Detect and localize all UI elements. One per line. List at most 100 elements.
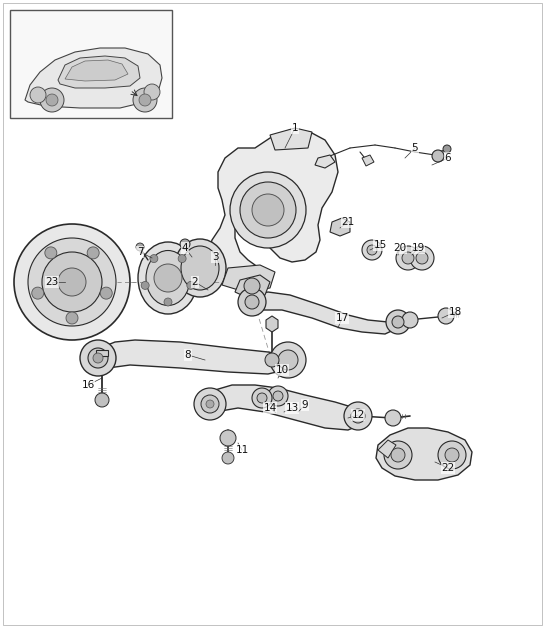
Text: 18: 18 — [449, 307, 462, 317]
Circle shape — [392, 316, 404, 328]
Circle shape — [240, 182, 296, 238]
Circle shape — [178, 254, 186, 263]
Polygon shape — [266, 316, 278, 332]
Polygon shape — [378, 440, 396, 458]
Polygon shape — [25, 48, 162, 108]
Circle shape — [93, 353, 103, 363]
Text: 4: 4 — [181, 243, 189, 253]
Text: 20: 20 — [393, 243, 407, 253]
Polygon shape — [376, 428, 472, 480]
Circle shape — [88, 348, 108, 368]
Circle shape — [28, 238, 116, 326]
Text: 10: 10 — [275, 365, 288, 375]
Polygon shape — [222, 265, 275, 292]
Circle shape — [391, 448, 405, 462]
Text: 9: 9 — [302, 400, 308, 410]
Polygon shape — [315, 155, 335, 168]
Circle shape — [40, 88, 64, 112]
Circle shape — [238, 288, 266, 316]
Text: 12: 12 — [352, 410, 365, 420]
Circle shape — [30, 87, 46, 103]
Circle shape — [385, 410, 401, 426]
Circle shape — [270, 342, 306, 378]
Circle shape — [438, 441, 466, 469]
Text: 2: 2 — [192, 277, 198, 287]
Text: 19: 19 — [411, 243, 425, 253]
Text: 8: 8 — [185, 350, 191, 360]
Circle shape — [139, 94, 151, 106]
Polygon shape — [208, 130, 338, 285]
Circle shape — [164, 298, 172, 306]
Circle shape — [362, 240, 382, 260]
Circle shape — [265, 353, 279, 367]
Text: 15: 15 — [373, 240, 386, 250]
Circle shape — [273, 391, 283, 401]
Circle shape — [144, 84, 160, 100]
Ellipse shape — [146, 251, 190, 305]
Circle shape — [154, 264, 182, 292]
Circle shape — [206, 400, 214, 408]
Circle shape — [268, 386, 288, 406]
Text: 7: 7 — [137, 247, 143, 257]
Circle shape — [386, 310, 410, 334]
Circle shape — [402, 252, 414, 264]
Circle shape — [396, 246, 420, 270]
Circle shape — [141, 281, 149, 290]
Circle shape — [180, 239, 190, 249]
Polygon shape — [330, 218, 350, 236]
Circle shape — [410, 246, 434, 270]
Circle shape — [136, 243, 144, 251]
Circle shape — [133, 88, 157, 112]
Circle shape — [416, 252, 428, 264]
Circle shape — [351, 409, 365, 423]
Ellipse shape — [174, 239, 226, 297]
Text: 14: 14 — [263, 403, 277, 413]
Circle shape — [367, 245, 377, 255]
Ellipse shape — [138, 242, 198, 314]
Circle shape — [194, 388, 226, 420]
Circle shape — [66, 312, 78, 324]
Circle shape — [438, 308, 454, 324]
Circle shape — [42, 252, 102, 312]
Circle shape — [46, 94, 58, 106]
Circle shape — [100, 287, 112, 299]
Text: 11: 11 — [235, 445, 249, 455]
Circle shape — [32, 287, 44, 299]
Circle shape — [244, 278, 260, 294]
Circle shape — [150, 254, 158, 263]
Polygon shape — [92, 340, 290, 374]
Polygon shape — [248, 292, 400, 334]
Circle shape — [402, 312, 418, 328]
Circle shape — [245, 295, 259, 309]
Circle shape — [230, 172, 306, 248]
Bar — [10, 10, 172, 118]
Circle shape — [257, 393, 267, 403]
Text: 23: 23 — [45, 277, 59, 287]
Polygon shape — [362, 155, 374, 166]
Text: 1: 1 — [292, 123, 298, 133]
Circle shape — [252, 388, 272, 408]
Polygon shape — [270, 128, 312, 150]
Text: 6: 6 — [445, 153, 451, 163]
Circle shape — [344, 402, 372, 430]
Circle shape — [252, 194, 284, 226]
Circle shape — [201, 395, 219, 413]
Circle shape — [187, 281, 195, 290]
Circle shape — [95, 393, 109, 407]
Circle shape — [384, 441, 412, 469]
Circle shape — [278, 350, 298, 370]
Text: 13: 13 — [286, 403, 299, 413]
Circle shape — [443, 145, 451, 153]
Circle shape — [45, 247, 57, 259]
Polygon shape — [65, 60, 128, 81]
Circle shape — [220, 430, 236, 446]
Circle shape — [80, 340, 116, 376]
Ellipse shape — [181, 246, 219, 290]
Circle shape — [58, 268, 86, 296]
Text: 22: 22 — [441, 463, 455, 473]
Circle shape — [432, 150, 444, 162]
Circle shape — [222, 452, 234, 464]
Text: 21: 21 — [341, 217, 355, 227]
Circle shape — [87, 247, 99, 259]
Circle shape — [445, 448, 459, 462]
